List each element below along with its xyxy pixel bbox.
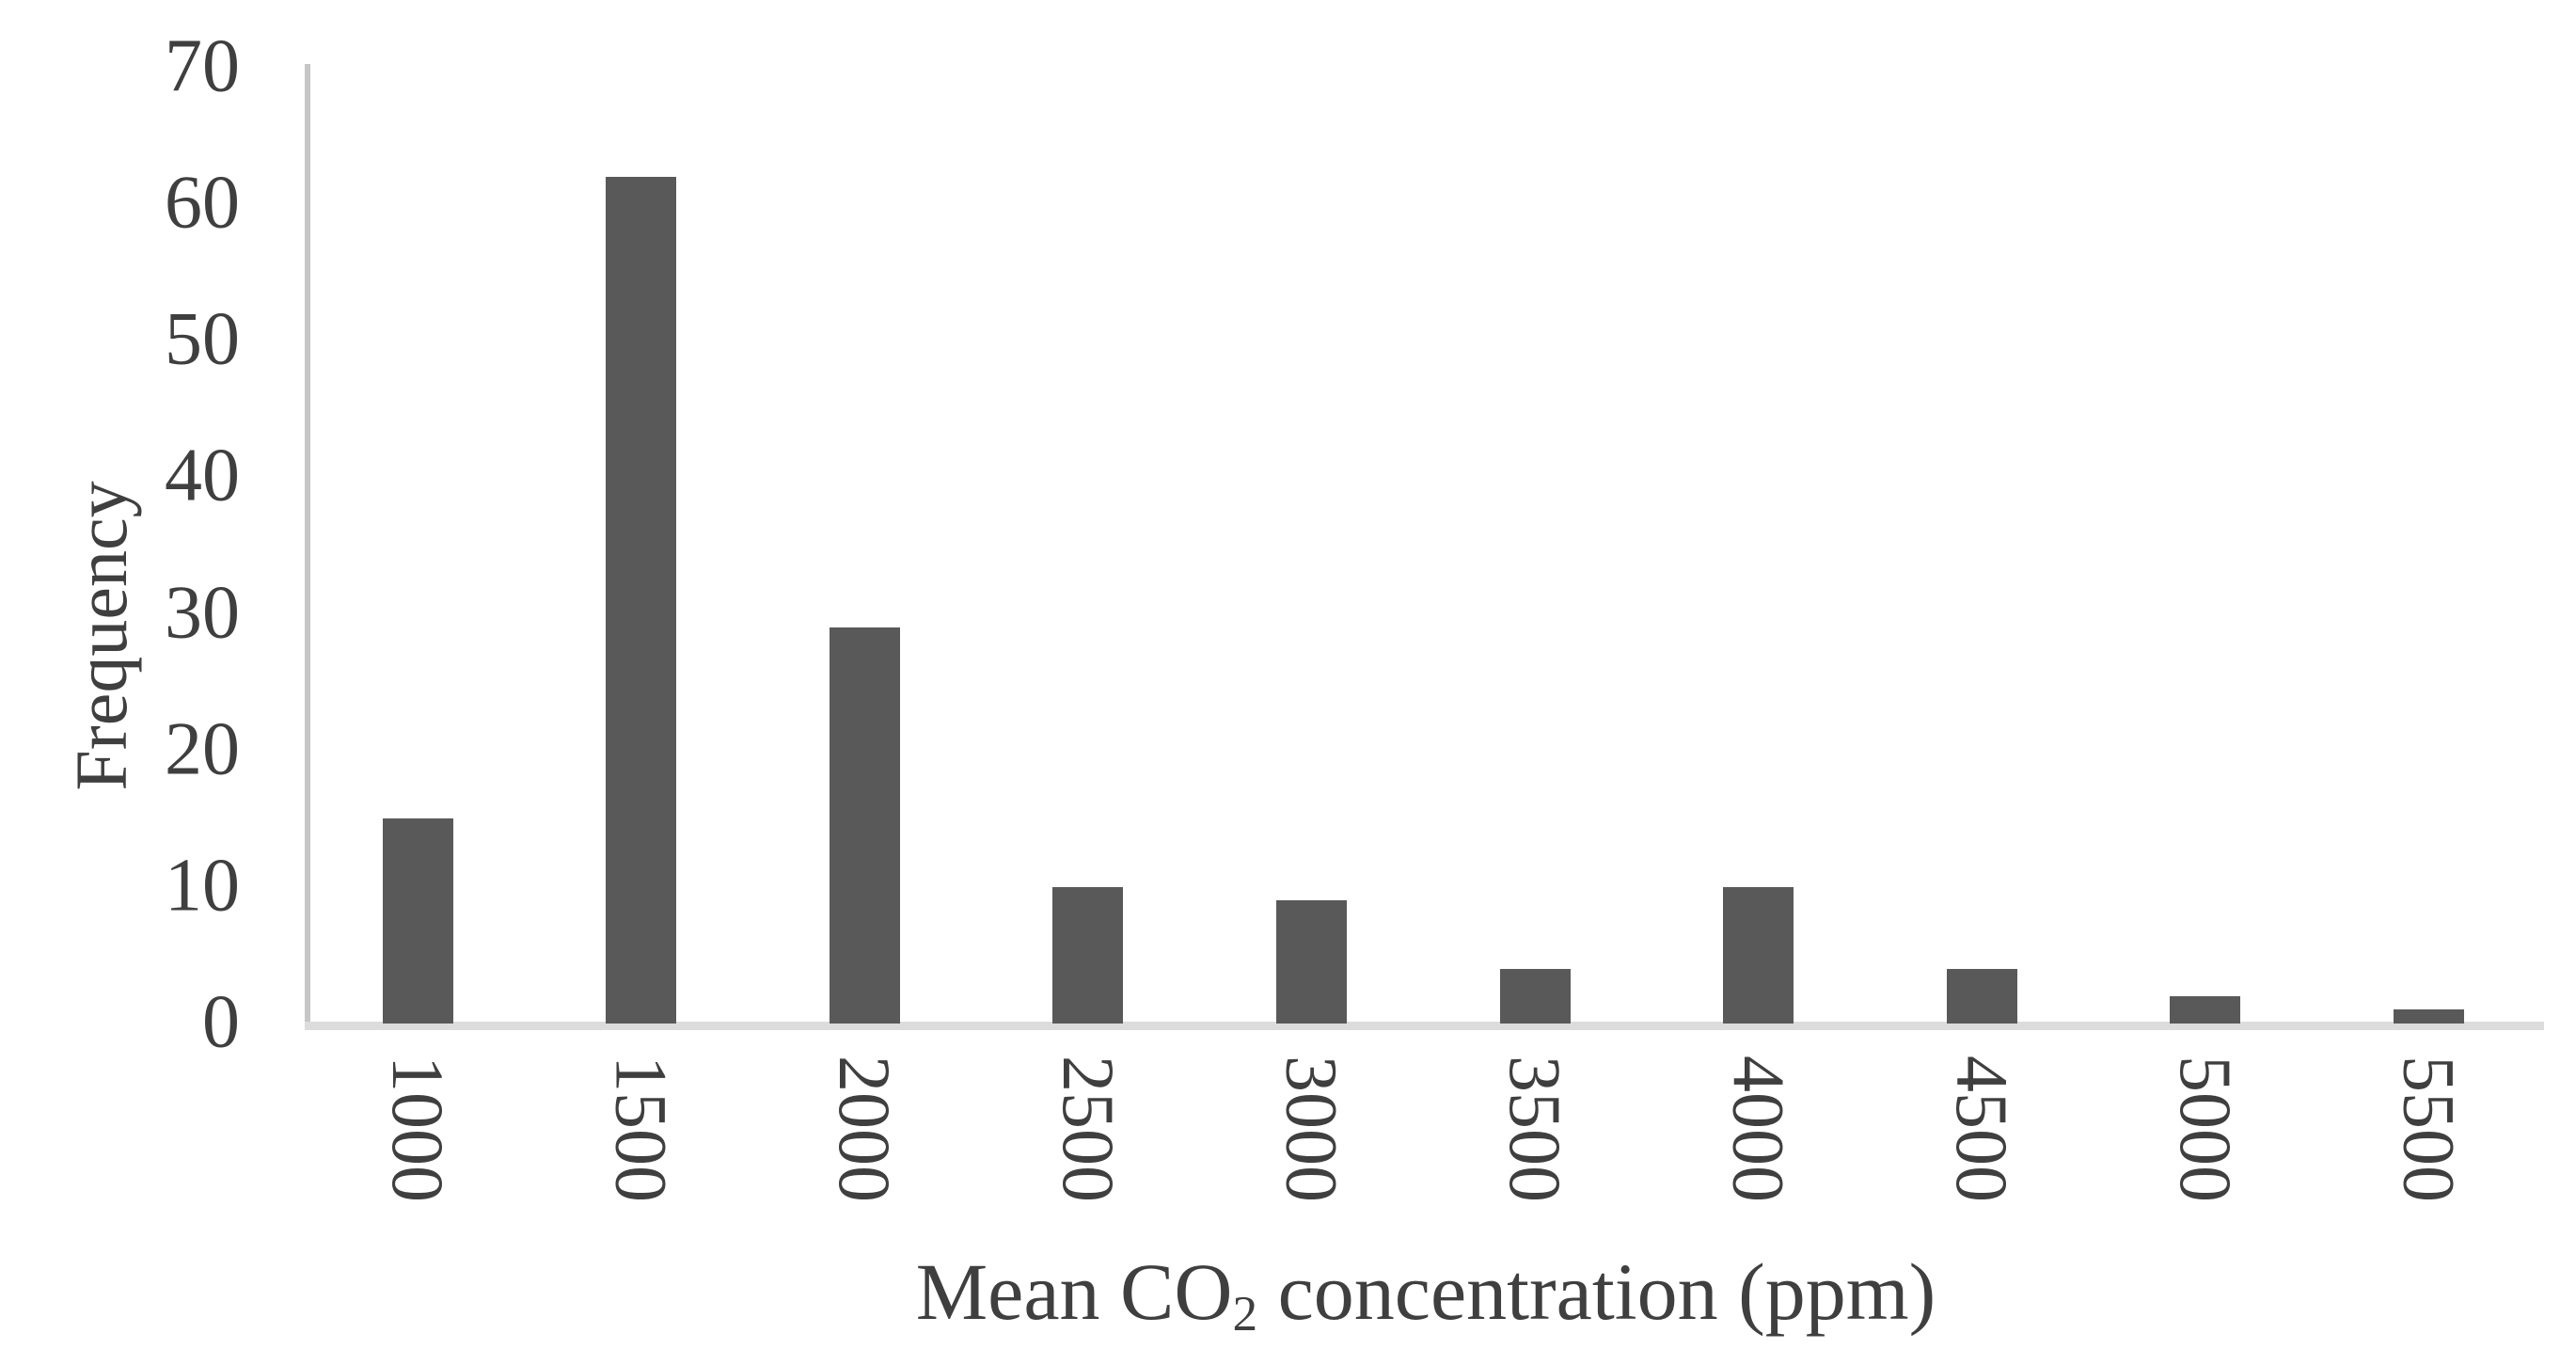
bar xyxy=(1275,900,1347,1024)
bar xyxy=(1499,968,1571,1024)
y-axis-tick-label: 40 xyxy=(165,434,240,517)
y-axis-tick-label: 10 xyxy=(165,844,240,928)
x-axis-tick-label: 5000 xyxy=(2164,1055,2247,1202)
bar xyxy=(1946,968,2017,1024)
x-axis-tick-label: 3000 xyxy=(1271,1055,1353,1202)
x-axis-title-subscript: 2 xyxy=(1232,1284,1258,1341)
y-axis-title: Frequency xyxy=(60,481,142,791)
bar xyxy=(1052,886,1124,1024)
x-axis-tick-label: 4500 xyxy=(1941,1055,2024,1202)
x-axis-tick-label: 1500 xyxy=(600,1055,683,1202)
bar xyxy=(2393,1009,2464,1024)
y-axis-tick-label: 20 xyxy=(165,707,240,791)
bar xyxy=(1723,886,1794,1024)
x-axis-tick-label: 3500 xyxy=(1494,1055,1576,1202)
x-axis-title-prefix: Mean CO xyxy=(915,1246,1233,1337)
y-axis-tick-label: 70 xyxy=(165,24,240,108)
x-axis-tick-label: 2000 xyxy=(824,1055,907,1202)
y-axis-tick-label: 50 xyxy=(165,297,240,381)
bar xyxy=(2170,995,2241,1024)
x-axis-title-suffix: concentration (ppm) xyxy=(1257,1246,1936,1337)
y-axis-line xyxy=(305,64,310,1029)
y-axis-tick-label: 0 xyxy=(202,980,240,1064)
bar xyxy=(606,177,677,1024)
x-axis-tick-label: 2500 xyxy=(1047,1055,1130,1202)
x-axis-title: Mean CO2 concentration (ppm) xyxy=(310,1244,2541,1341)
x-axis-tick-label: 1000 xyxy=(377,1055,459,1202)
bar xyxy=(382,818,453,1024)
y-axis-tick-label: 30 xyxy=(165,570,240,654)
x-axis-line xyxy=(305,1022,2544,1030)
y-axis-tick-label: 60 xyxy=(165,161,240,245)
bar xyxy=(829,627,900,1024)
x-axis-tick-label: 5500 xyxy=(2388,1055,2471,1202)
x-axis-tick-label: 4000 xyxy=(1717,1055,1800,1202)
